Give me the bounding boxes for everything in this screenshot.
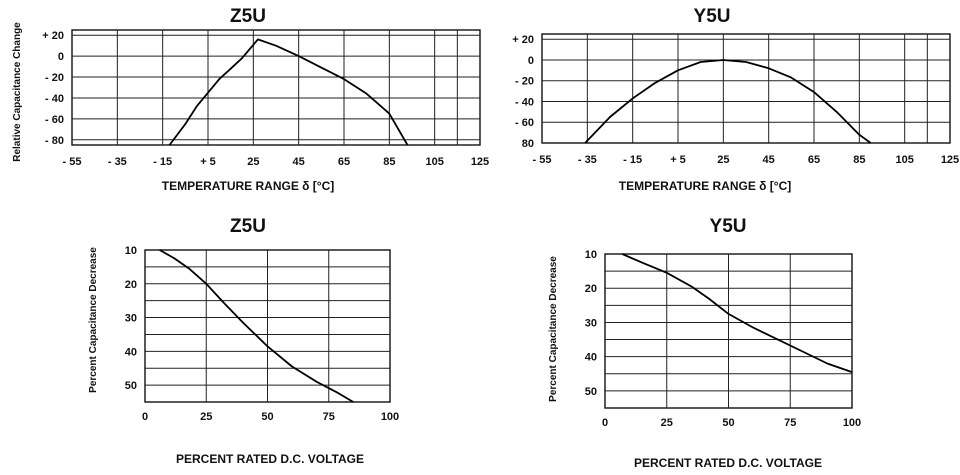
y-tick-label: 0 — [58, 51, 64, 63]
x-tick-label: 50 — [722, 417, 734, 429]
x-tick-label: 75 — [323, 411, 335, 423]
x-tick-label: 0 — [142, 411, 148, 423]
x-tick-label: 75 — [784, 417, 796, 429]
x-tick-label: - 35 — [578, 154, 597, 166]
x-tick-label: 25 — [200, 411, 212, 423]
x-tick-label: 65 — [808, 154, 820, 166]
chart-title: Y5U — [694, 6, 731, 27]
x-tick-label: - 15 — [623, 154, 642, 166]
y-tick-label: - 20 — [45, 72, 64, 84]
y-tick-label: 20 — [585, 283, 597, 295]
x-axis-label: TEMPERATURE RANGE δ [°C] — [619, 179, 792, 193]
y-tick-label: 30 — [585, 317, 597, 329]
y-tick-label: - 40 — [515, 96, 534, 108]
x-tick-label: 0 — [602, 417, 608, 429]
y-tick-label: 50 — [125, 380, 137, 392]
x-tick-label: 100 — [843, 417, 861, 429]
x-tick-label: - 55 — [63, 156, 82, 168]
x-tick-label: - 55 — [533, 154, 552, 166]
x-tick-label: 125 — [941, 154, 959, 166]
y-tick-label: 10 — [585, 249, 597, 261]
x-axis-label: TEMPERATURE RANGE δ [°C] — [162, 179, 335, 193]
x-tick-label: 25 — [661, 417, 673, 429]
y-tick-label: - 20 — [515, 76, 534, 88]
y-tick-label: 30 — [125, 313, 137, 325]
x-tick-label: - 15 — [153, 156, 172, 168]
chart-y5u-temperature: Y5U TEMPERATURE RANGE δ [°C] — [619, 6, 792, 193]
x-tick-label: 65 — [338, 156, 350, 168]
x-tick-label: 100 — [381, 411, 399, 423]
y-axis-label: Relative Capacitance Change — [12, 22, 23, 162]
x-tick-label: 50 — [261, 411, 273, 423]
y-tick-label: 40 — [585, 352, 597, 364]
x-tick-label: - 35 — [108, 156, 127, 168]
y-tick-label: - 60 — [515, 117, 534, 129]
chart-title: Z5U — [230, 216, 266, 237]
x-axis-label: PERCENT RATED D.C. VOLTAGE — [176, 452, 364, 466]
y-tick-label: 80 — [522, 138, 534, 150]
plot-area-2: + 20 0 - 20 - 40 - 60 80 - 55 - 35 - 15 + 5 25 45 65… — [512, 33, 959, 166]
x-tick-label: 25 — [247, 156, 259, 168]
y-axis-label: Percent Capacitance Decrease — [548, 256, 559, 402]
y-tick-label: + 20 — [512, 34, 534, 46]
plot-frame — [541, 33, 951, 144]
x-tick-label: 105 — [425, 156, 443, 168]
x-tick-label: + 5 — [670, 154, 686, 166]
plot-area-1: + 20 0 - 20 - 40 - 60 - 80 - 55 - 35 - 15 + 5 25 45… — [42, 29, 489, 168]
x-tick-label: 105 — [895, 154, 913, 166]
x-tick-label: 45 — [763, 154, 775, 166]
x-tick-label: + 5 — [200, 156, 216, 168]
x-tick-label: 25 — [717, 154, 729, 166]
chart-z5u-voltage: Z5U PERCENT RATED D.C. VOLTAGE Percent C… — [88, 216, 364, 466]
series-line — [159, 249, 354, 403]
y-tick-label: - 40 — [45, 93, 64, 105]
chart-z5u-temperature: Z5U TEMPERATURE RANGE δ [°C] Relative Ca… — [12, 6, 334, 193]
series-line — [584, 59, 872, 144]
y-tick-label: + 20 — [42, 30, 64, 42]
x-tick-label: 125 — [471, 156, 489, 168]
y-axis-label: Percent Capacitance Decrease — [88, 247, 99, 393]
y-tick-label: - 80 — [45, 135, 64, 147]
plot-frame — [71, 29, 481, 146]
x-tick-label: 85 — [383, 156, 395, 168]
chart-title: Y5U — [710, 216, 747, 237]
chart-y5u-voltage: Y5U PERCENT RATED D.C. VOLTAGE Percent C… — [548, 216, 822, 470]
y-tick-label: 10 — [125, 245, 137, 257]
y-tick-label: 0 — [528, 55, 534, 67]
x-tick-label: 45 — [293, 156, 305, 168]
x-axis-label: PERCENT RATED D.C. VOLTAGE — [634, 456, 822, 470]
x-tick-label: 85 — [853, 154, 865, 166]
plot-area-4: 10 20 30 40 50 0 25 50 75 100 — [585, 249, 861, 429]
y-tick-label: 50 — [585, 386, 597, 398]
series-line — [168, 38, 409, 146]
y-tick-label: - 60 — [45, 114, 64, 126]
y-tick-label: 40 — [125, 346, 137, 358]
plot-area-3: 10 20 30 40 50 0 25 50 75 100 — [125, 245, 399, 423]
y-tick-label: 20 — [125, 279, 137, 291]
series-line — [621, 253, 853, 373]
chart-title: Z5U — [230, 6, 266, 27]
